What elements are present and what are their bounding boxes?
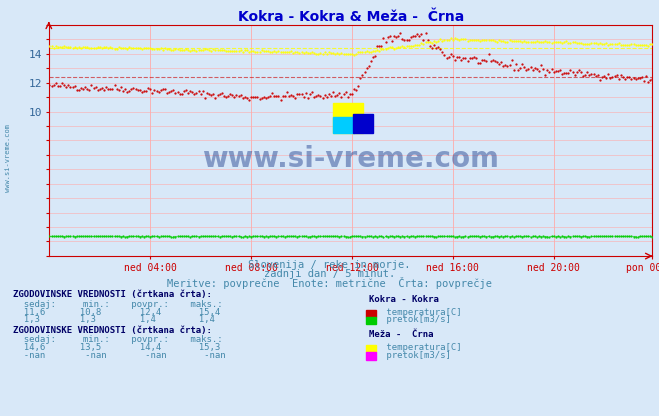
Text: -nan: -nan xyxy=(13,351,45,360)
Text: sedaj:     min.:    povpr.:    maks.:: sedaj: min.: povpr.: maks.: xyxy=(13,300,223,309)
Text: -nan: -nan xyxy=(129,351,166,360)
Text: temperatura[C]: temperatura[C] xyxy=(381,308,461,317)
Text: www.si-vreme.com: www.si-vreme.com xyxy=(5,124,11,192)
Text: ZGODOVINSKE VREDNOSTI (črtkana črta):: ZGODOVINSKE VREDNOSTI (črtkana črta): xyxy=(13,290,212,300)
Text: Meritve: povprečne  Enote: metrične  Črta: povprečje: Meritve: povprečne Enote: metrične Črta:… xyxy=(167,277,492,289)
Title: Kokra - Kokra & Meža -  Črna: Kokra - Kokra & Meža - Črna xyxy=(238,10,464,24)
Text: ZGODOVINSKE VREDNOSTI (črtkana črta):: ZGODOVINSKE VREDNOSTI (črtkana črta): xyxy=(13,326,212,335)
Text: 1,3: 1,3 xyxy=(69,315,96,324)
Text: 1,3: 1,3 xyxy=(13,315,40,324)
Text: zadnji dan / 5 minut.: zadnji dan / 5 minut. xyxy=(264,270,395,280)
Text: pretok[m3/s]: pretok[m3/s] xyxy=(381,315,451,324)
Text: 15,3: 15,3 xyxy=(188,343,220,352)
Text: 12,4: 12,4 xyxy=(129,308,161,317)
Text: 14,4: 14,4 xyxy=(129,343,161,352)
Text: 15,4: 15,4 xyxy=(188,308,220,317)
Text: 1,4: 1,4 xyxy=(129,315,156,324)
Bar xyxy=(333,117,354,134)
Text: 1,4: 1,4 xyxy=(188,315,215,324)
Text: -nan: -nan xyxy=(188,351,225,360)
Text: -nan: -nan xyxy=(69,351,107,360)
Bar xyxy=(353,114,372,134)
Text: Meža -  Črna: Meža - Črna xyxy=(369,330,434,339)
Text: 11,6: 11,6 xyxy=(13,308,45,317)
Text: 10,8: 10,8 xyxy=(69,308,101,317)
Bar xyxy=(333,104,363,134)
Text: 14,6: 14,6 xyxy=(13,343,45,352)
Text: 13,5: 13,5 xyxy=(69,343,101,352)
Text: pretok[m3/s]: pretok[m3/s] xyxy=(381,351,451,360)
Text: www.si-vreme.com: www.si-vreme.com xyxy=(202,145,500,173)
Text: Kokra - Kokra: Kokra - Kokra xyxy=(369,295,439,304)
Text: sedaj:     min.:    povpr.:    maks.:: sedaj: min.: povpr.: maks.: xyxy=(13,335,223,344)
Text: Slovenija / reke in morje.: Slovenija / reke in morje. xyxy=(248,260,411,270)
Text: temperatura[C]: temperatura[C] xyxy=(381,343,461,352)
